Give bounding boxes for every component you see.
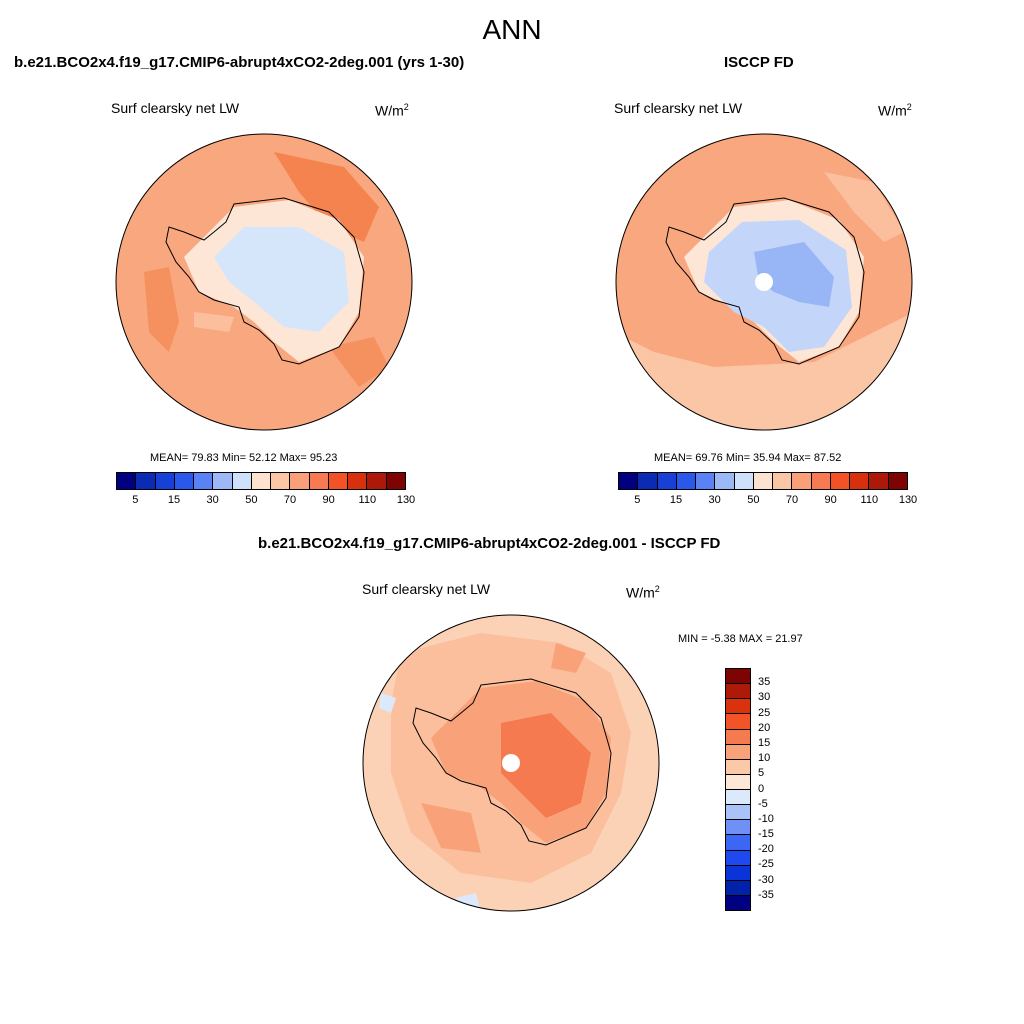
obs-colorbar-ticks: 5 15 30 50 70 90 110 130 <box>618 494 917 508</box>
diff-colorbar-swatch <box>726 895 750 910</box>
obs-colorbar-swatch <box>830 473 851 489</box>
obs-colorbar-swatch <box>696 473 716 489</box>
model-polar-map <box>115 133 413 431</box>
model-colorbar-swatch <box>367 473 387 489</box>
model-colorbar-swatch <box>194 473 214 489</box>
diff-colorbar-swatch <box>726 759 750 775</box>
model-stats: MEAN= 79.83 Min= 52.12 Max= 95.23 <box>150 452 338 464</box>
model-colorbar-swatch <box>348 473 368 489</box>
obs-colorbar-swatch <box>657 473 677 489</box>
diff-colorbar-tick-label: 35 <box>758 676 771 689</box>
diff-panel-title: b.e21.BCO2x4.f19_g17.CMIP6-abrupt4xCO2-2… <box>258 535 721 552</box>
obs-colorbar-swatch <box>619 473 639 489</box>
diff-colorbar-tick-label: 0 <box>758 782 765 795</box>
model-colorbar-swatch <box>251 473 272 489</box>
diff-colorbar-swatch <box>726 850 750 866</box>
model-colorbar-swatch <box>271 473 291 489</box>
obs-colorbar-tick-label: 70 <box>785 494 799 506</box>
obs-colorbar <box>618 472 908 490</box>
diff-colorbar-tick-label: 5 <box>758 767 765 780</box>
diff-colorbar-swatch <box>726 790 750 806</box>
diff-colorbar-swatch <box>726 774 750 790</box>
diff-colorbar-tick-label: 30 <box>758 691 771 704</box>
model-colorbar-tick-label: 90 <box>322 494 335 506</box>
diff-colorbar-swatch <box>726 805 750 821</box>
diff-colorbar-tick-label: 25 <box>758 706 771 719</box>
model-colorbar-swatch <box>328 473 349 489</box>
obs-colorbar-tick-label: 15 <box>669 494 683 506</box>
diff-colorbar-swatch <box>726 729 750 745</box>
model-colorbar-tick-label: 130 <box>396 494 416 506</box>
diff-colorbar-tick-label: 20 <box>758 721 771 734</box>
obs-colorbar-swatch <box>638 473 658 489</box>
obs-colorbar-tick-label: 50 <box>747 494 760 506</box>
diff-colorbar-tick-label: 15 <box>758 736 771 749</box>
model-colorbar-swatch <box>386 473 405 489</box>
diff-field-label: Surf clearsky net LW <box>362 581 491 597</box>
obs-colorbar-swatch <box>676 473 697 489</box>
obs-colorbar-tick-label: 30 <box>708 494 721 506</box>
obs-colorbar-swatch <box>811 473 831 489</box>
obs-colorbar-swatch <box>753 473 774 489</box>
diff-colorbar-swatch <box>726 820 750 836</box>
obs-colorbar-swatch <box>734 473 754 489</box>
obs-colorbar-swatch <box>869 473 889 489</box>
obs-field-label: Surf clearsky net LW <box>614 100 743 116</box>
model-colorbar-swatch <box>309 473 329 489</box>
model-field-label: Surf clearsky net LW <box>111 100 240 116</box>
diff-polar-map <box>362 614 660 912</box>
diff-colorbar-tick-label: -35 <box>758 888 774 901</box>
model-colorbar-swatch <box>117 473 137 489</box>
obs-colorbar-tick-label: 90 <box>824 494 837 506</box>
diff-colorbar-swatch <box>726 684 750 700</box>
obs-stats: MEAN= 69.76 Min= 35.94 Max= 87.52 <box>654 452 842 464</box>
diff-colorbar-tick-label: -30 <box>758 873 774 886</box>
diff-colorbar-ticks: 35 30 25 20 15 10 5 0 -5 -10 -15 -20 -25 -30 -35 <box>758 668 798 911</box>
diff-colorbar-tick-label: -10 <box>758 812 774 825</box>
obs-units-label: W/m2 <box>878 102 912 119</box>
diff-colorbar-tick-label: -25 <box>758 858 774 871</box>
model-colorbar-tick-label: 70 <box>283 494 297 506</box>
model-colorbar-swatch <box>213 473 233 489</box>
model-colorbar-swatch <box>174 473 195 489</box>
obs-colorbar-swatch <box>888 473 907 489</box>
model-colorbar-tick-label: 110 <box>358 494 377 506</box>
diff-colorbar-swatch <box>726 835 750 851</box>
model-colorbar-tick-label: 30 <box>206 494 219 506</box>
diff-colorbar <box>725 668 751 911</box>
diff-colorbar-tick-label: -5 <box>758 797 768 810</box>
model-colorbar-tick-label: 5 <box>132 494 139 506</box>
diff-colorbar-swatch <box>726 699 750 715</box>
obs-colorbar-swatch <box>715 473 735 489</box>
model-colorbar-tick-label: 50 <box>245 494 258 506</box>
model-colorbar-ticks: 5 15 30 50 70 90 110 130 <box>116 494 415 508</box>
obs-colorbar-swatch <box>850 473 870 489</box>
model-colorbar-tick-label: 15 <box>167 494 181 506</box>
diff-colorbar-tick-label: 10 <box>758 752 771 765</box>
diff-colorbar-tick-label: -15 <box>758 828 774 841</box>
obs-panel-title: ISCCP FD <box>724 54 794 71</box>
diff-colorbar-swatch <box>726 880 750 896</box>
diff-colorbar-swatch <box>726 714 750 730</box>
diff-units-label: W/m2 <box>626 584 660 601</box>
diff-colorbar-tick-label: -20 <box>758 843 774 856</box>
model-colorbar-swatch <box>290 473 310 489</box>
obs-polar-map <box>615 133 913 431</box>
model-colorbar <box>116 472 406 490</box>
obs-colorbar-swatch <box>792 473 812 489</box>
diff-colorbar-swatch <box>726 744 750 760</box>
model-colorbar-swatch <box>136 473 156 489</box>
obs-colorbar-tick-label: 130 <box>898 494 918 506</box>
obs-colorbar-tick-label: 5 <box>634 494 641 506</box>
diff-colorbar-swatch <box>726 669 750 685</box>
figure-title: ANN <box>482 14 542 45</box>
diff-stats: MIN = -5.38 MAX = 21.97 <box>678 633 803 645</box>
model-colorbar-swatch <box>155 473 175 489</box>
model-units-label: W/m2 <box>375 102 409 119</box>
diff-colorbar-swatch <box>726 865 750 881</box>
obs-colorbar-swatch <box>773 473 793 489</box>
obs-colorbar-tick-label: 110 <box>860 494 879 506</box>
model-panel-title: b.e21.BCO2x4.f19_g17.CMIP6-abrupt4xCO2-2… <box>14 54 465 71</box>
model-colorbar-swatch <box>232 473 252 489</box>
